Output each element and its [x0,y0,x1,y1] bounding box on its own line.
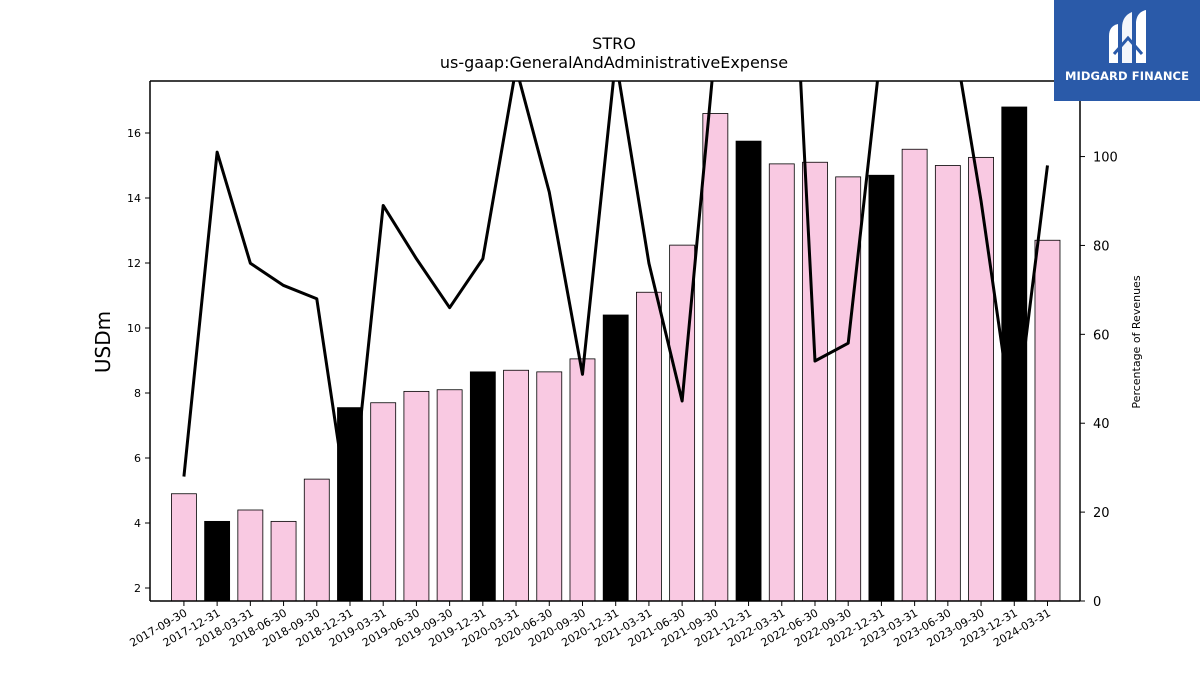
bar-2022-09-30 [835,176,862,602]
logo-text: MIDGARD FINANCE [1064,69,1190,83]
y-tick-label: 4 [134,517,141,530]
bar-2018-06-30 [270,520,297,602]
chart-subtitle: us-gaap:GeneralAndAdministrativeExpense [440,53,788,72]
bar-2019-09-30 [436,389,463,602]
bar-2019-03-31 [370,402,397,602]
bar-2023-06-30 [934,165,961,602]
y-tick-label: 10 [127,322,141,335]
bar-2020-06-30 [536,371,563,602]
bar-2022-03-31 [768,163,795,602]
y-tick-label: 16 [127,127,141,140]
bar-2019-06-30 [403,390,430,602]
bar-2018-09-30 [303,478,330,602]
y-tick-label: 12 [127,257,141,270]
bar-2022-06-30 [802,161,828,602]
y2-tick-label: 100 [1093,151,1118,166]
bar-2021-09-30 [702,113,729,602]
bar-2021-12-31 [735,140,762,602]
midgard-logo-icon [1109,10,1146,63]
bar-2020-09-30 [569,358,596,602]
bar-2017-12-31 [204,520,231,602]
bar-2020-03-31 [503,369,529,602]
chart-title: STRO [592,34,636,53]
bars-layer [171,106,1061,602]
y-tick-label: 2 [134,582,141,595]
bar-2018-03-31 [237,509,264,602]
y2-tick-label: 0 [1093,595,1101,610]
y-tick-label: 14 [127,192,141,205]
y2-tick-label: 80 [1093,239,1110,254]
y2-axis-label: Percentage of Revenues [1130,275,1143,408]
y-tick-label: 6 [134,452,141,465]
bar-2020-12-31 [602,314,629,602]
bar-2023-03-31 [901,148,928,602]
bar-2017-09-30 [171,493,197,602]
y-axis-label: USDm [91,311,115,373]
percentage-of-revenues-line [182,81,1049,523]
y2-tick-label: 40 [1093,417,1110,432]
line-layer [182,81,1049,523]
y-tick-label: 8 [134,387,141,400]
bar-2024-03-31 [1034,239,1061,602]
logo-box: MIDGARD FINANCE [1054,0,1200,101]
bar-2022-12-31 [868,174,895,602]
bar-2019-12-31 [469,371,496,602]
y2-tick-label: 20 [1093,506,1110,521]
bar-2021-03-31 [636,291,662,602]
bar-2023-09-30 [968,156,994,602]
y2-tick-label: 60 [1093,328,1110,343]
